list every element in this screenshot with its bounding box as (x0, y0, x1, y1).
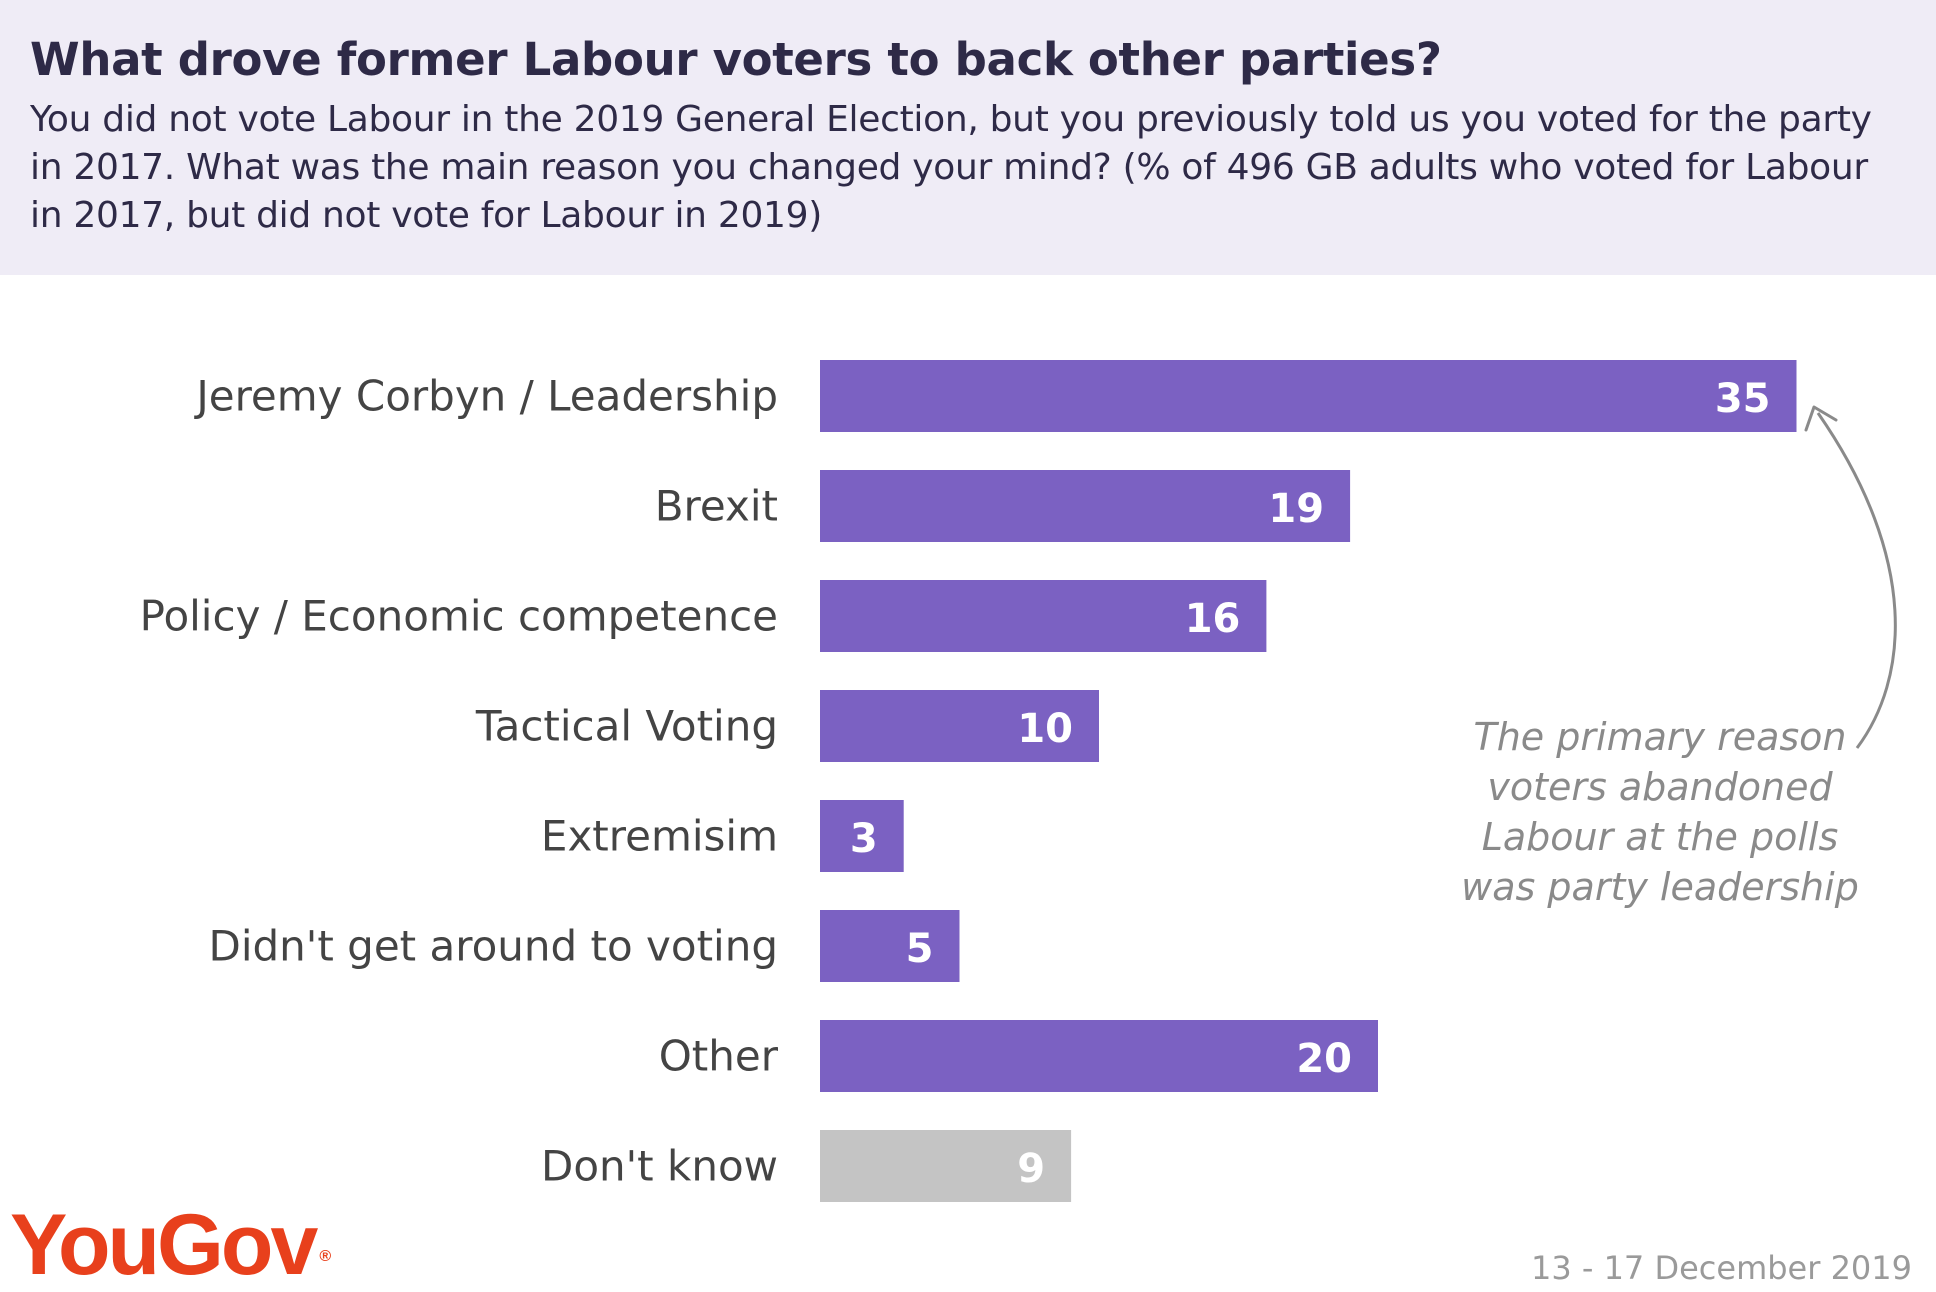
value-label: 20 (1296, 1036, 1352, 1082)
yougov-logo: YouGov ® (10, 1197, 331, 1292)
chart-header: What drove former Labour voters to back … (0, 0, 1936, 275)
chart-title: What drove former Labour voters to back … (30, 33, 1442, 86)
value-label: 3 (850, 816, 878, 862)
bar-2 (820, 580, 1267, 652)
bar-4 (820, 800, 904, 872)
logo-text: YouGov (10, 1197, 318, 1292)
value-label: 9 (1017, 1146, 1045, 1192)
value-label: 35 (1715, 376, 1771, 422)
bar-0 (820, 360, 1797, 432)
category-label: Don't know (541, 1142, 778, 1191)
category-label: Other (659, 1032, 779, 1081)
value-label: 16 (1185, 596, 1241, 642)
chart-annotation: The primary reason voters abandoned Labo… (1461, 715, 1859, 909)
survey-date: 13 - 17 December 2019 (1530, 1249, 1912, 1287)
chart-subtitle: You did not vote Labour in the 2019 Gene… (30, 99, 1872, 236)
category-label: Jeremy Corbyn / Leadership (193, 372, 778, 421)
bar-7 (820, 1130, 1072, 1202)
category-label: Extremisim (541, 812, 778, 861)
bar-1 (820, 470, 1351, 542)
bar-6 (820, 1020, 1378, 1092)
category-label: Tactical Voting (475, 702, 778, 751)
category-label: Policy / Economic competence (140, 592, 778, 641)
registered-mark: ® (319, 1248, 332, 1265)
value-label: 5 (906, 926, 934, 972)
category-label: Brexit (655, 482, 778, 531)
annotation-arrow-head (1804, 405, 1838, 432)
bars-layer (820, 360, 1797, 1202)
bar-3 (820, 690, 1099, 762)
category-label: Didn't get around to voting (209, 922, 778, 971)
value-label: 10 (1017, 706, 1073, 752)
value-label: 19 (1268, 486, 1324, 532)
annotation-arrow (1816, 412, 1897, 749)
bar-5 (820, 910, 960, 982)
